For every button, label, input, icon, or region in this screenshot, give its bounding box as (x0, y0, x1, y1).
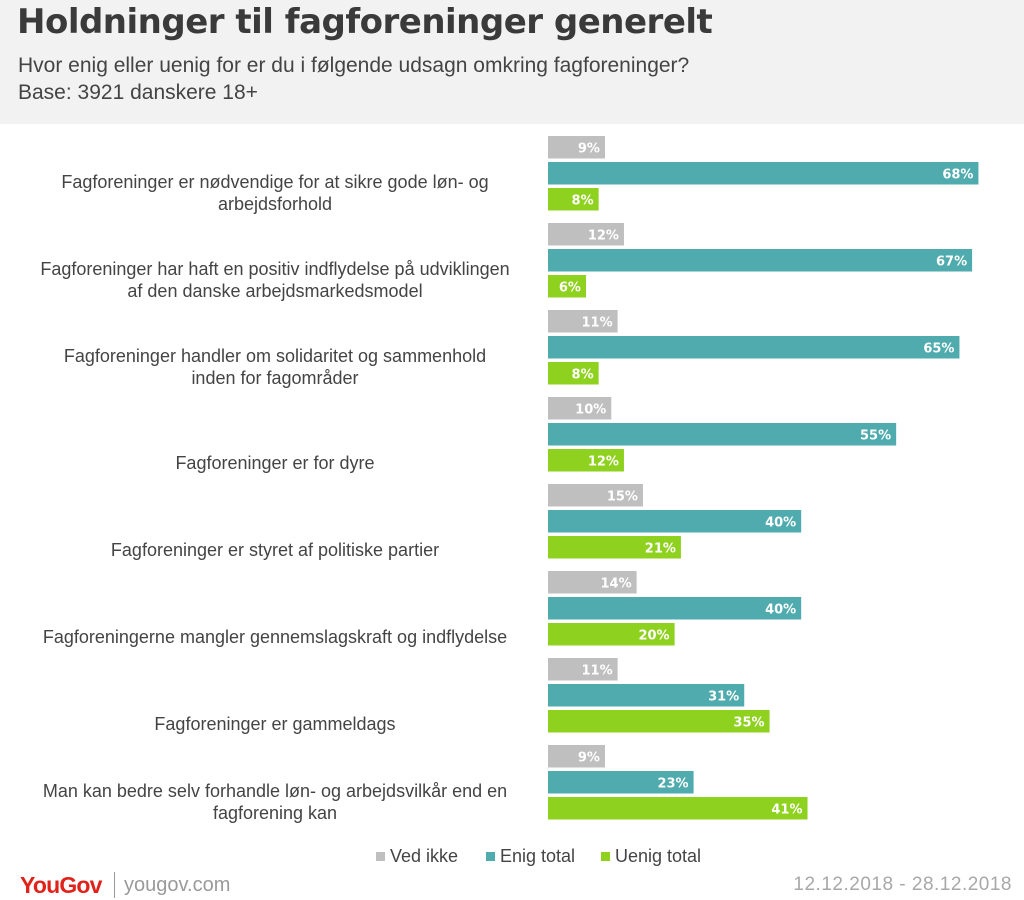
value-label-uenig-total-7: 41% (771, 802, 802, 817)
category-label-5: Fagforeningerne mangler gennemslagskraft… (43, 627, 507, 647)
bar-uenig-total-0 (548, 188, 599, 211)
value-label-enig-total-5: 40% (765, 602, 796, 617)
category-label-1: Fagforeninger har haft en positiv indfly… (40, 259, 509, 301)
footer-site: yougov.com (124, 874, 231, 896)
legend: Ved ikke Enig total Uenig total (0, 846, 1024, 870)
bar-enig-total-0 (548, 162, 979, 185)
bar-enig-total-3 (548, 423, 897, 446)
footer-date-range: 12.12.2018 - 28.12.2018 (793, 874, 1012, 895)
value-label-enig-total-4: 40% (765, 515, 796, 530)
legend-label-enig-total: Enig total (500, 846, 576, 866)
category-label-7: Man kan bedre selv forhandle løn- og arb… (43, 781, 507, 823)
value-label-enig-total-6: 31% (708, 689, 739, 704)
value-label-enig-total-3: 55% (860, 428, 891, 443)
bar-uenig-total-1 (548, 275, 586, 298)
legend-label-uenig-total: Uenig total (615, 846, 702, 866)
value-label-ved-ikke-7: 9% (578, 750, 600, 765)
legend-label-ved-ikke: Ved ikke (390, 846, 459, 866)
value-label-enig-total-2: 65% (923, 341, 954, 356)
value-label-ved-ikke-2: 11% (582, 315, 613, 330)
base-note: Base: 3921 danskere 18+ (18, 81, 258, 104)
category-label-0: Fagforeninger er nødvendige for at sikre… (61, 172, 488, 214)
value-label-uenig-total-0: 8% (572, 193, 594, 208)
bar-chart: 9% 68% 8% Fagforeninger er nødvendige for a… (40, 136, 979, 823)
bar-enig-total-2 (548, 336, 960, 359)
category-label-4: Fagforeninger er styret af politiske par… (111, 540, 439, 560)
bar-ved-ikke-1 (548, 223, 624, 246)
legend-item-ved-ikke: Ved ikke (376, 846, 458, 867)
value-label-enig-total-1: 67% (936, 254, 967, 269)
bar-ved-ikke-0 (548, 136, 605, 159)
category-label-6: Fagforeninger er gammeldags (154, 714, 395, 734)
bar-ved-ikke-6 (548, 658, 618, 681)
value-label-uenig-total-3: 12% (588, 454, 619, 469)
value-label-uenig-total-6: 35% (733, 715, 764, 730)
bar-ved-ikke-5 (548, 571, 637, 594)
legend-swatch-uenig-total (601, 852, 610, 861)
yougov-logo: YouGov (20, 872, 102, 898)
header-band: Holdninger til fagforeninger generelt Hv… (0, 0, 1024, 124)
chart-subtitle: Hvor enig eller uenig for er du i følgen… (18, 54, 690, 77)
value-label-enig-total-0: 68% (942, 167, 973, 182)
value-label-ved-ikke-1: 12% (588, 228, 619, 243)
value-label-ved-ikke-4: 15% (607, 489, 638, 504)
bar-uenig-total-7 (548, 797, 808, 820)
bar-uenig-total-6 (548, 710, 770, 733)
value-label-ved-ikke-5: 14% (600, 576, 631, 591)
chart-title: Holdninger til fagforeninger generelt (17, 2, 713, 42)
bar-ved-ikke-3 (548, 397, 612, 420)
category-label-3: Fagforeninger er for dyre (175, 453, 374, 473)
value-label-ved-ikke-3: 10% (575, 402, 606, 417)
bar-ved-ikke-7 (548, 745, 605, 768)
bar-enig-total-5 (548, 597, 802, 620)
value-label-uenig-total-1: 6% (559, 280, 581, 295)
bar-enig-total-7 (548, 771, 694, 794)
value-label-enig-total-7: 23% (657, 776, 688, 791)
value-label-ved-ikke-6: 11% (582, 663, 613, 678)
bar-ved-ikke-4 (548, 484, 643, 507)
value-label-uenig-total-2: 8% (572, 367, 594, 382)
legend-swatch-ved-ikke (376, 852, 385, 861)
bar-uenig-total-3 (548, 449, 624, 472)
legend-swatch-enig-total (486, 852, 495, 861)
legend-item-enig-total: Enig total (486, 846, 575, 867)
value-label-uenig-total-5: 20% (638, 628, 669, 643)
footer-divider (114, 872, 115, 898)
value-label-uenig-total-4: 21% (645, 541, 676, 556)
bar-enig-total-6 (548, 684, 745, 707)
bar-ved-ikke-2 (548, 310, 618, 333)
bar-enig-total-4 (548, 510, 802, 533)
bar-uenig-total-4 (548, 536, 681, 559)
bar-uenig-total-5 (548, 623, 675, 646)
value-label-ved-ikke-0: 9% (578, 141, 600, 156)
bar-enig-total-1 (548, 249, 973, 272)
bar-uenig-total-2 (548, 362, 599, 385)
category-label-2: Fagforeninger handler om solidaritet og … (64, 346, 486, 388)
legend-item-uenig-total: Uenig total (601, 846, 701, 867)
